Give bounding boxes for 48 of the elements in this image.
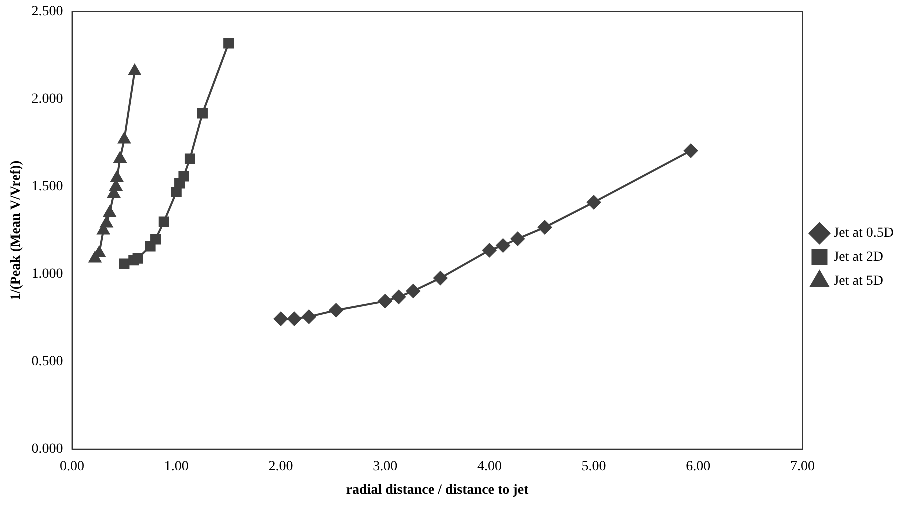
point — [110, 171, 124, 182]
point — [100, 216, 113, 228]
point — [150, 234, 162, 245]
point — [392, 290, 406, 304]
point — [434, 271, 448, 286]
x-tick-label: 2.00 — [268, 459, 294, 474]
point — [587, 196, 602, 210]
point — [114, 152, 126, 163]
point — [184, 154, 196, 164]
x-tick-label: 1.00 — [164, 459, 189, 474]
x-tick-label: 7.00 — [790, 459, 815, 474]
y-tick-label: 1.500 — [32, 180, 64, 195]
point — [378, 294, 392, 308]
point — [538, 220, 552, 235]
point — [510, 232, 525, 246]
point — [224, 38, 234, 49]
x-tick-label: 0.00 — [60, 459, 85, 474]
point — [274, 312, 288, 326]
point — [406, 284, 421, 298]
legend-label: Jet at 5D — [834, 274, 884, 290]
x-axis-title: radial distance / distance to jet — [346, 483, 530, 498]
y-tick-label: 0.500 — [32, 354, 64, 370]
legend-label: Jet at 0.5D — [834, 226, 894, 242]
x-tick-label: 4.00 — [477, 459, 502, 474]
y-tick-label: 2.000 — [32, 92, 64, 108]
point — [302, 310, 316, 324]
point — [197, 108, 208, 119]
point — [288, 312, 302, 326]
legend-label: Jet at 2D — [834, 250, 884, 266]
point — [684, 144, 698, 158]
point — [496, 238, 510, 253]
y-tick-label: 1.000 — [32, 267, 64, 282]
point — [329, 303, 344, 318]
point — [104, 206, 116, 218]
y-tick-label: 2.500 — [32, 4, 64, 20]
point — [178, 171, 190, 182]
point — [119, 258, 130, 270]
y-axis-title: 1/(Peak (Mean V/Vref)) — [9, 160, 24, 301]
point — [158, 216, 170, 228]
x-tick-label: 5.00 — [582, 459, 606, 474]
point — [118, 132, 131, 144]
x-tick-label: 3.00 — [373, 459, 398, 474]
x-tick-label: 6.00 — [686, 459, 711, 474]
y-tick-label: 0.000 — [32, 442, 64, 458]
point — [171, 186, 182, 198]
point — [128, 64, 142, 76]
point — [482, 243, 497, 258]
point — [132, 253, 144, 264]
